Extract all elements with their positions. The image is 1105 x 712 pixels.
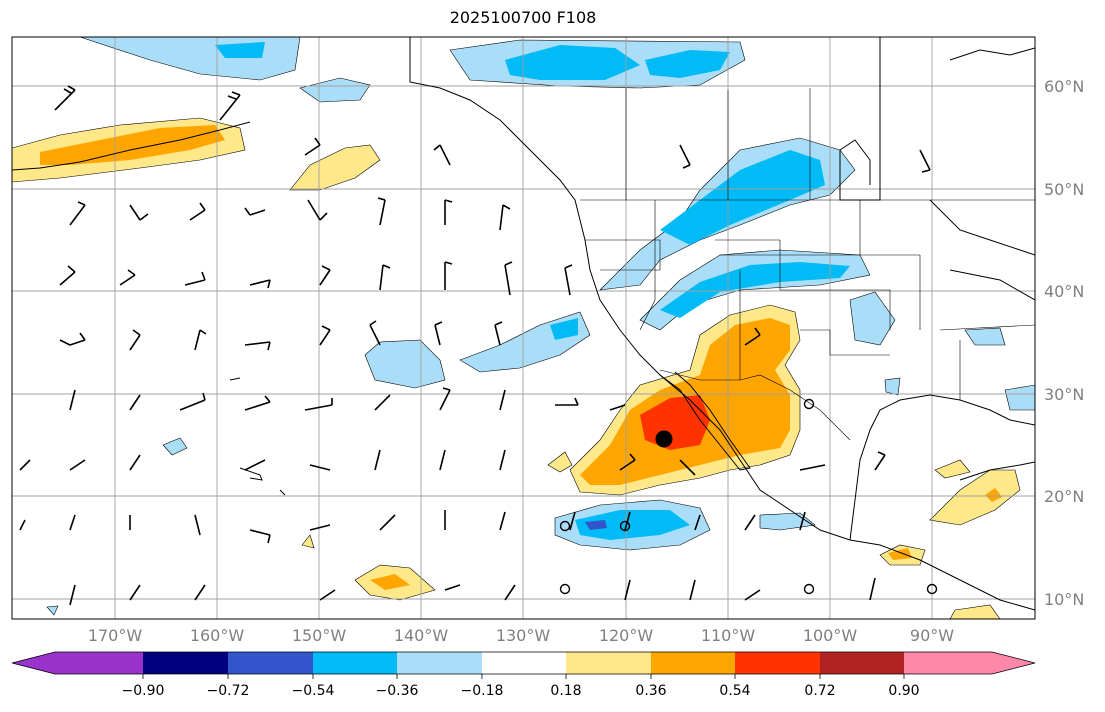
lat-label-20n: 20°N bbox=[1044, 487, 1085, 506]
colorbar-tick-label: −0.18 bbox=[460, 683, 504, 699]
lon-label-130w: 130°W bbox=[495, 626, 551, 645]
coastlines bbox=[12, 37, 1035, 611]
colorbar-tick-label: −0.54 bbox=[291, 683, 335, 699]
storm-center-dot bbox=[655, 430, 673, 448]
colorbar-tick-label: 0.36 bbox=[635, 683, 667, 699]
lon-label-140w: 140°W bbox=[393, 626, 449, 645]
map-title: 2025100700 F108 bbox=[449, 8, 597, 27]
lat-label-40n: 40°N bbox=[1044, 282, 1085, 301]
colorbar-tick-label: −0.36 bbox=[375, 683, 419, 699]
lat-label-30n: 30°N bbox=[1044, 385, 1085, 404]
lon-label-170w: 170°W bbox=[87, 626, 143, 645]
lon-label-110w: 110°W bbox=[700, 626, 756, 645]
positive-anomaly-shading bbox=[12, 117, 1021, 619]
map-plot-area bbox=[12, 37, 1035, 619]
colorbar-tick-label: 0.72 bbox=[804, 683, 836, 699]
colorbar-tick-label: 0.90 bbox=[888, 683, 920, 699]
lon-label-100w: 100°W bbox=[802, 626, 858, 645]
lon-label-120w: 120°W bbox=[598, 626, 654, 645]
colorbar-tick-label: −0.72 bbox=[206, 683, 250, 699]
lat-label-60n: 60°N bbox=[1044, 77, 1085, 96]
colorbar bbox=[11, 651, 1036, 679]
colorbar-extend-high bbox=[992, 652, 1035, 674]
lon-label-160w: 160°W bbox=[189, 626, 245, 645]
negative-anomaly-shading bbox=[46, 37, 1035, 616]
wind-barbs bbox=[19, 85, 931, 606]
calm-wind-circles bbox=[559, 398, 938, 595]
colorbar-tick-label: 0.54 bbox=[719, 683, 751, 699]
lon-label-90w: 90°W bbox=[909, 626, 955, 645]
colorbar-tick-label: −0.90 bbox=[121, 683, 165, 699]
map-frame bbox=[11, 36, 1036, 620]
political-borders bbox=[580, 88, 1035, 441]
lon-label-150w: 150°W bbox=[291, 626, 347, 645]
lat-label-10n: 10°N bbox=[1044, 590, 1085, 609]
lat-label-50n: 50°N bbox=[1044, 180, 1085, 199]
colorbar-extend-low bbox=[12, 652, 55, 674]
colorbar-tick-label: 0.18 bbox=[550, 683, 582, 699]
